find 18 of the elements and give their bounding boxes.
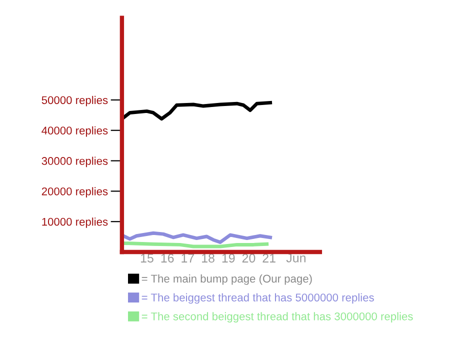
x-tick-label: 17 [182,254,194,262]
y-tick-label: 50000 replies [42,96,108,106]
line-series [122,231,272,244]
legend-label: = The second beiggest thread that has 3000000 replies [142,312,413,323]
y-tick-label: 10000 replies [42,218,108,228]
x-tick-label: 19 [222,254,235,263]
x-tick-label: 15 [140,254,154,263]
line-series [122,100,272,121]
legend-label: = The main bump page (Our page) [142,274,312,285]
y-tick-label: 30000 replies [42,156,108,168]
x-axis-title: Jun [286,254,306,262]
y-tick-label: 20000 replies [42,187,108,198]
x-tick-label: 16 [161,254,174,263]
x-tick-label: 20 [242,254,256,263]
x-tick-label: 21 [262,254,276,262]
x-tick-label: 18 [202,254,214,263]
y-tick-label: 40000 replies [42,126,108,137]
legend-label: = The beiggest thread that has 5000000 replies [142,293,374,304]
